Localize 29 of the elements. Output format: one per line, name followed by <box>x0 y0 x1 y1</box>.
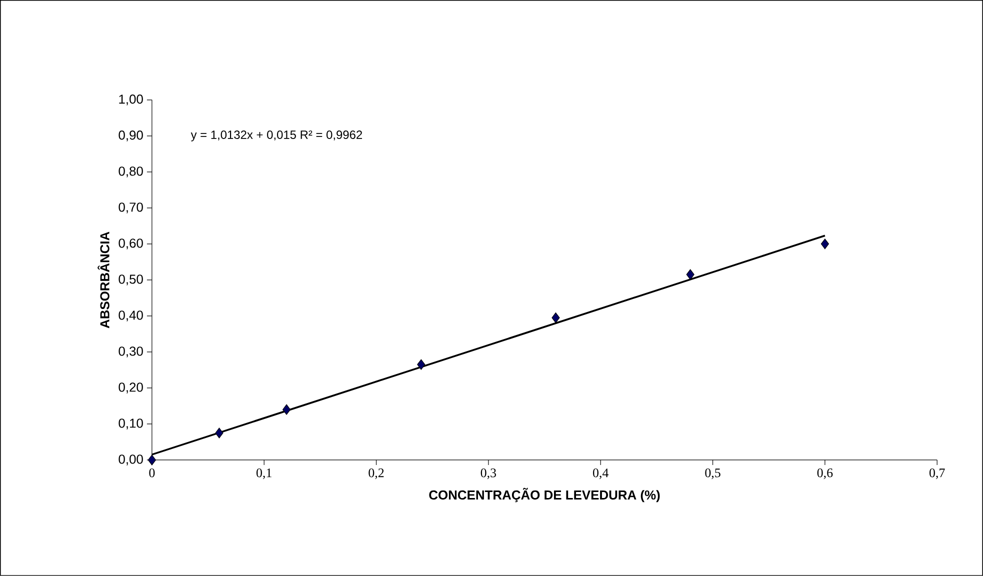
point <box>820 238 829 250</box>
x-tick-label: 0,7 <box>930 468 945 480</box>
x-tick-label: 0,4 <box>593 468 609 480</box>
x-axis-title: CONCENTRAÇÃO DE LEVEDURA (%) <box>429 488 660 502</box>
y-tick-label: 0,90 <box>118 130 143 142</box>
point <box>686 269 694 280</box>
point <box>552 312 560 324</box>
annotation: y = 1,0132x + 0,015 R² = 0,9962 <box>190 130 362 142</box>
x-tick-label: 0,1 <box>256 468 272 480</box>
x-tick-label: 0,3 <box>480 468 496 480</box>
y-tick-label: 0,30 <box>118 346 143 358</box>
point <box>417 359 426 370</box>
point <box>148 454 156 466</box>
x-tick-label: 0 <box>149 468 155 478</box>
y-tick-label: 0,40 <box>118 310 143 322</box>
point <box>215 428 224 438</box>
y-tick-label: 0,20 <box>118 382 143 394</box>
x-tick-label: 0,5 <box>705 468 720 480</box>
y-tick-label: 0,50 <box>118 274 143 286</box>
x-tick-label: 0,6 <box>817 468 833 480</box>
y-tick-label: 0,70 <box>118 202 143 214</box>
y-tick-label: 0,10 <box>118 418 143 430</box>
x-tick-label: 0,2 <box>368 468 384 480</box>
y-tick-label: 0,00 <box>118 454 143 466</box>
point <box>282 404 291 415</box>
y-axis-title: ABSORBÂNCIA <box>98 232 110 328</box>
y-tick-label: 1,00 <box>119 94 143 106</box>
y-tick-label: 0,60 <box>118 238 143 250</box>
y-tick-label: 0,80 <box>118 166 143 178</box>
